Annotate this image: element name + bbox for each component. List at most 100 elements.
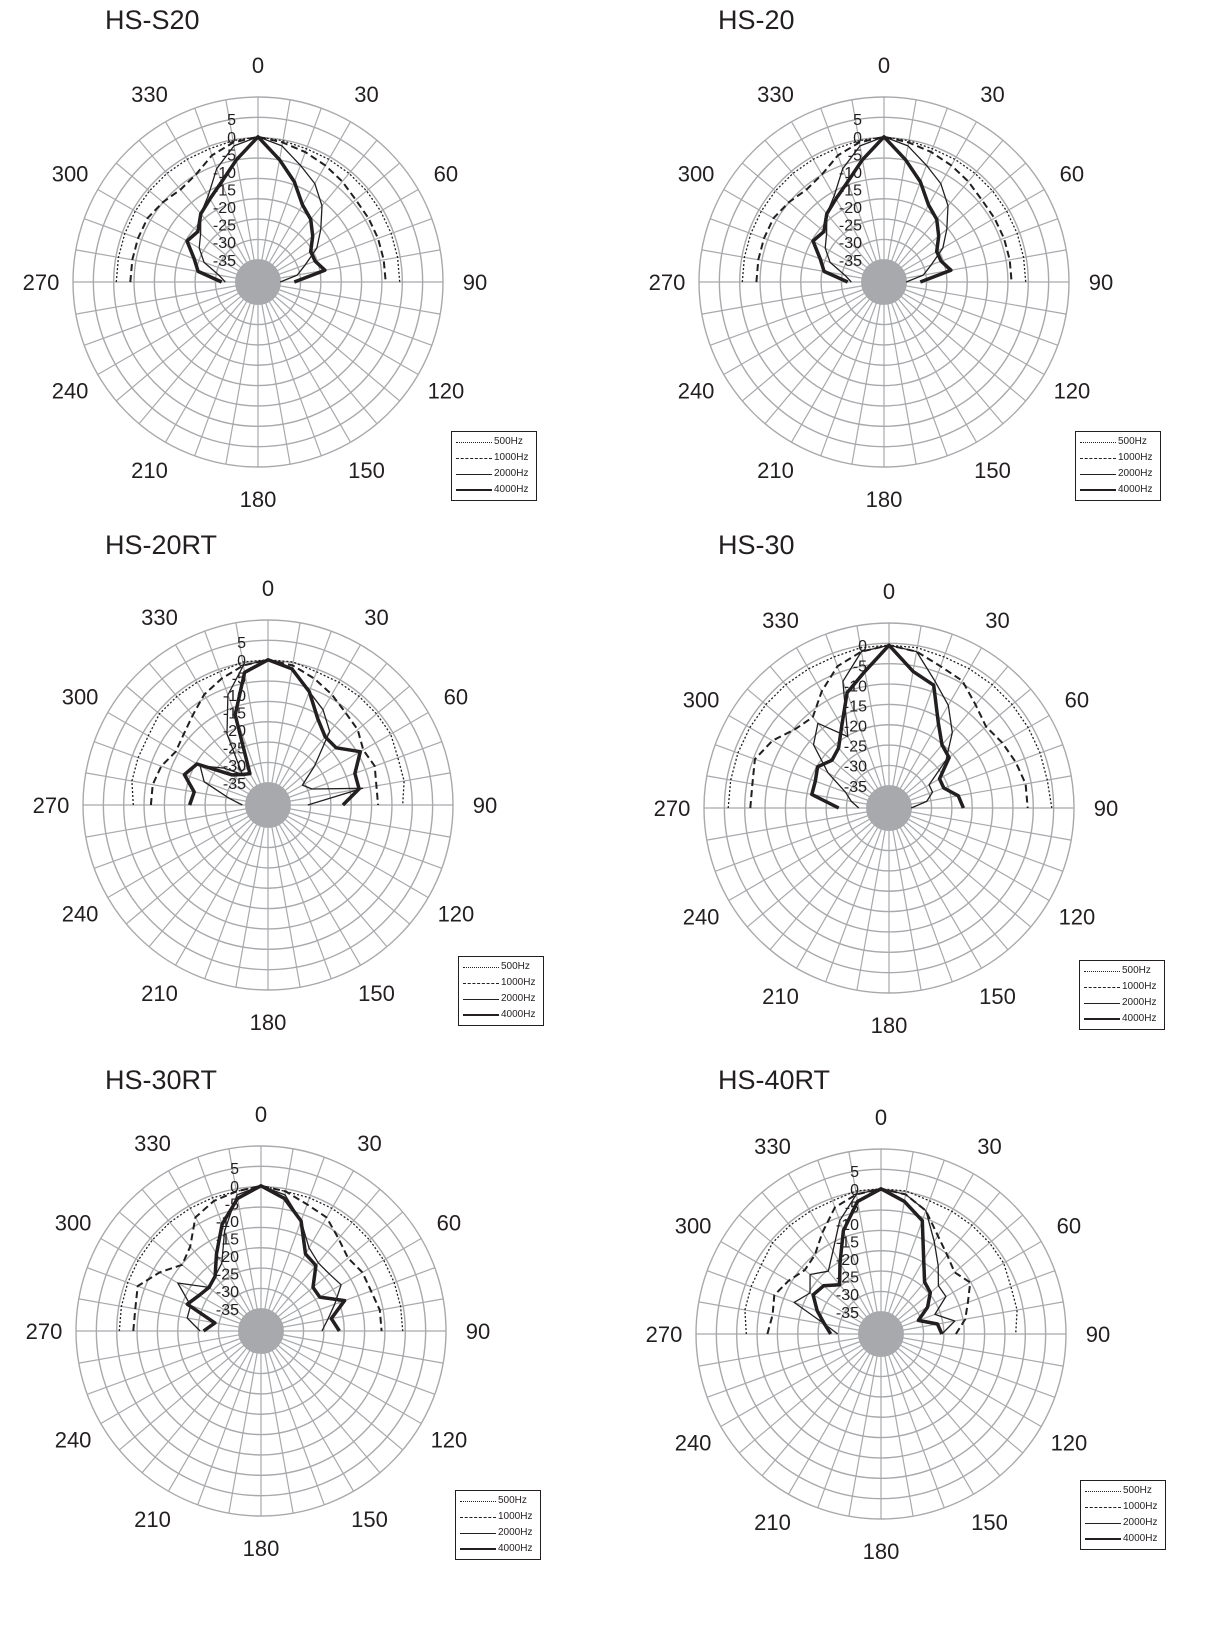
radial-tick-label: -35 bbox=[836, 1305, 859, 1322]
legend-swatch bbox=[1080, 489, 1116, 491]
grid-spoke bbox=[817, 1333, 882, 1509]
legend-label: 500Hz bbox=[501, 961, 530, 972]
grid bbox=[695, 1148, 1067, 1520]
legend-label: 2000Hz bbox=[1123, 1517, 1158, 1528]
legend-swatch bbox=[460, 1532, 496, 1534]
grid-spoke bbox=[880, 1173, 975, 1335]
legend-swatch bbox=[1084, 970, 1120, 972]
legend-swatch bbox=[460, 1516, 496, 1518]
legend-item: 500Hz bbox=[459, 959, 543, 975]
chart-legend: 500Hz 1000Hz 2000Hz 4000Hz bbox=[1079, 960, 1165, 1030]
radial-tick-label: -15 bbox=[836, 1235, 859, 1252]
grid-spoke bbox=[787, 1333, 882, 1495]
angle-tick-label: 150 bbox=[971, 1510, 1008, 1535]
center-hub bbox=[858, 1311, 904, 1357]
legend-item: 1000Hz bbox=[1080, 979, 1164, 995]
legend-label: 1000Hz bbox=[498, 1511, 533, 1522]
legend-label: 2000Hz bbox=[1118, 468, 1153, 479]
legend-label: 4000Hz bbox=[1122, 1013, 1157, 1024]
legend-item: 500Hz bbox=[1080, 963, 1164, 979]
legend-swatch bbox=[463, 982, 499, 984]
legend-label: 500Hz bbox=[498, 1495, 527, 1506]
grid-spoke bbox=[761, 1191, 882, 1335]
angle-tick-label: 90 bbox=[1086, 1322, 1110, 1347]
angle-tick-label: 60 bbox=[1057, 1214, 1081, 1239]
grid-spoke bbox=[880, 1159, 945, 1335]
legend-label: 500Hz bbox=[1123, 1485, 1152, 1496]
legend-item: 4000Hz bbox=[452, 482, 536, 498]
angle-tick-label: 240 bbox=[675, 1431, 712, 1456]
legend-label: 2000Hz bbox=[501, 993, 536, 1004]
grid-spoke bbox=[706, 1333, 882, 1398]
grid-spoke bbox=[880, 1333, 1064, 1367]
grid-spoke bbox=[817, 1159, 882, 1335]
grid-spoke bbox=[761, 1333, 882, 1477]
legend-swatch bbox=[463, 966, 499, 968]
grid-spoke bbox=[880, 1333, 975, 1495]
legend-swatch bbox=[1080, 473, 1116, 475]
legend-item: 2000Hz bbox=[1080, 995, 1164, 1011]
legend-label: 4000Hz bbox=[1118, 484, 1153, 495]
radial-tick-label: 5 bbox=[850, 1164, 859, 1181]
legend-item: 2000Hz bbox=[459, 991, 543, 1007]
radial-tick-label: 0 bbox=[850, 1182, 859, 1199]
grid-ring bbox=[695, 1148, 1067, 1520]
chart-title: HS-20RT bbox=[105, 530, 218, 560]
angle-tick-label: 330 bbox=[754, 1134, 791, 1159]
legend-item: 500Hz bbox=[452, 434, 536, 450]
grid-spoke bbox=[848, 1333, 882, 1517]
grid-ring bbox=[858, 1311, 904, 1357]
legend-label: 2000Hz bbox=[1122, 997, 1157, 1008]
legend-label: 4000Hz bbox=[501, 1009, 536, 1020]
legend-item: 4000Hz bbox=[459, 1007, 543, 1023]
legend-swatch bbox=[1080, 441, 1116, 443]
grid-spoke bbox=[880, 1333, 914, 1517]
chart-title: HS-30RT bbox=[105, 1065, 218, 1095]
legend-item: 2000Hz bbox=[452, 466, 536, 482]
legend-swatch bbox=[1085, 1490, 1121, 1492]
legend-label: 1000Hz bbox=[1118, 452, 1153, 463]
legend-swatch bbox=[460, 1500, 496, 1502]
legend-swatch bbox=[460, 1548, 496, 1550]
chart-legend: 500Hz 1000Hz 2000Hz 4000Hz bbox=[451, 431, 537, 501]
legend-swatch bbox=[1085, 1538, 1121, 1540]
chart-legend: 500Hz 1000Hz 2000Hz 4000Hz bbox=[1075, 431, 1161, 501]
legend-label: 1000Hz bbox=[1123, 1501, 1158, 1512]
grid-ring bbox=[736, 1188, 1027, 1479]
chart-legend: 500Hz 1000Hz 2000Hz 4000Hz bbox=[1080, 1480, 1166, 1550]
angle-tick-label: 270 bbox=[646, 1322, 683, 1347]
legend-swatch bbox=[456, 457, 492, 459]
grid-spoke bbox=[880, 1333, 1001, 1477]
grid-spoke bbox=[848, 1151, 882, 1335]
grid-spoke bbox=[880, 1191, 1001, 1335]
legend-label: 4000Hz bbox=[1123, 1533, 1158, 1544]
legend-item: 4000Hz bbox=[1080, 1011, 1164, 1027]
legend-item: 4000Hz bbox=[1076, 482, 1160, 498]
legend-item: 500Hz bbox=[456, 1493, 540, 1509]
grid-ring bbox=[776, 1229, 986, 1439]
series-line-1000hz bbox=[766, 1187, 972, 1335]
chart-title: HS-30 bbox=[718, 530, 795, 560]
legend-swatch bbox=[1084, 1002, 1120, 1004]
series-line-2000hz bbox=[793, 1188, 956, 1335]
legend-label: 4000Hz bbox=[498, 1543, 533, 1554]
legend-item: 1000Hz bbox=[456, 1509, 540, 1525]
grid-ring bbox=[837, 1290, 925, 1378]
legend-label: 1000Hz bbox=[494, 452, 529, 463]
grid-spoke bbox=[880, 1240, 1042, 1335]
legend-label: 1000Hz bbox=[501, 977, 536, 988]
grid-ring bbox=[817, 1270, 945, 1398]
radial-tick-label: -5 bbox=[845, 1199, 859, 1216]
chart-title: HS-20 bbox=[718, 5, 795, 35]
radial-tick-label: -20 bbox=[836, 1252, 859, 1269]
grid-spoke bbox=[880, 1151, 914, 1335]
grid-spoke bbox=[880, 1214, 1024, 1335]
legend-item: 1000Hz bbox=[452, 450, 536, 466]
legend-item: 2000Hz bbox=[1076, 466, 1160, 482]
grid-spoke bbox=[738, 1333, 882, 1454]
series-line-4000hz bbox=[811, 1187, 944, 1335]
grid-spoke bbox=[698, 1301, 882, 1335]
legend-item: 2000Hz bbox=[456, 1525, 540, 1541]
